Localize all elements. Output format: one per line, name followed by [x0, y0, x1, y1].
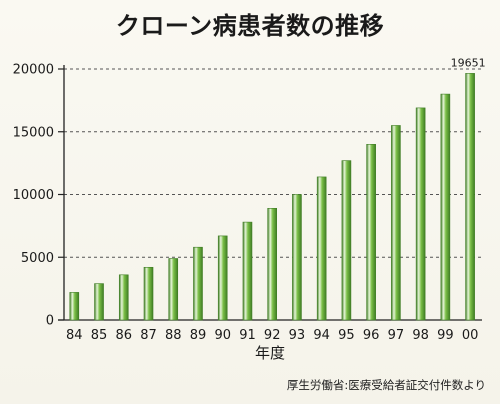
bar-88 — [168, 258, 179, 321]
x-tick-label: 93 — [289, 328, 306, 343]
bar-85 — [94, 283, 104, 321]
y-tick-label: 15000 — [13, 125, 54, 140]
bar-86 — [118, 274, 129, 321]
x-tick-label: 97 — [388, 328, 405, 343]
x-tick-label: 85 — [91, 328, 108, 343]
x-tick-label: 00 — [462, 328, 479, 343]
bar-95 — [341, 160, 352, 321]
x-tick-label: 94 — [313, 328, 330, 343]
x-tick-label: 91 — [239, 328, 256, 343]
bar-94 — [316, 176, 327, 321]
y-tick-label: 5000 — [21, 251, 54, 266]
bar-93 — [292, 194, 302, 321]
bar-90 — [217, 235, 228, 321]
bar-98 — [415, 107, 426, 321]
data-label-00: 19651 — [451, 56, 486, 69]
x-tick-label: 86 — [115, 328, 132, 343]
bar-87 — [143, 266, 154, 321]
bar-99 — [440, 93, 451, 321]
x-tick-label: 95 — [338, 328, 355, 343]
x-tick-labels: 84 85 86 87 88 89 90 91 92 93 94 95 96 97 98 99 00 — [66, 328, 478, 343]
x-tick-label: 90 — [214, 328, 231, 343]
x-tick-label: 92 — [264, 328, 281, 343]
gridlines — [64, 68, 482, 258]
chart-title: クローン病患者数の推移 — [115, 12, 385, 40]
bar-00 — [465, 73, 475, 321]
annotations: 19651 — [451, 56, 486, 69]
y-tick-label: 20000 — [13, 63, 54, 78]
x-tick-label: 87 — [140, 328, 157, 343]
source-note: 厚生労働省:医療受給者証交付件数より — [286, 378, 486, 392]
bar-84 — [69, 292, 80, 321]
x-tick-label: 96 — [363, 328, 380, 343]
bar-97 — [391, 125, 401, 321]
x-axis-title: 年度 — [255, 344, 285, 362]
y-tick-label: 0 — [46, 314, 54, 329]
bar-91 — [242, 221, 253, 321]
x-tick-label: 99 — [437, 328, 454, 343]
bar-92 — [267, 208, 278, 321]
y-tick-labels: 0 5000 10000 15000 20000 — [13, 63, 54, 329]
bar-96 — [366, 144, 376, 321]
x-tick-label: 84 — [66, 328, 83, 343]
y-tick-label: 10000 — [13, 188, 54, 203]
bar-89 — [193, 246, 203, 321]
x-tick-label: 98 — [412, 328, 429, 343]
x-tick-label: 88 — [165, 328, 182, 343]
bars — [69, 73, 475, 321]
x-tick-label: 89 — [190, 328, 207, 343]
